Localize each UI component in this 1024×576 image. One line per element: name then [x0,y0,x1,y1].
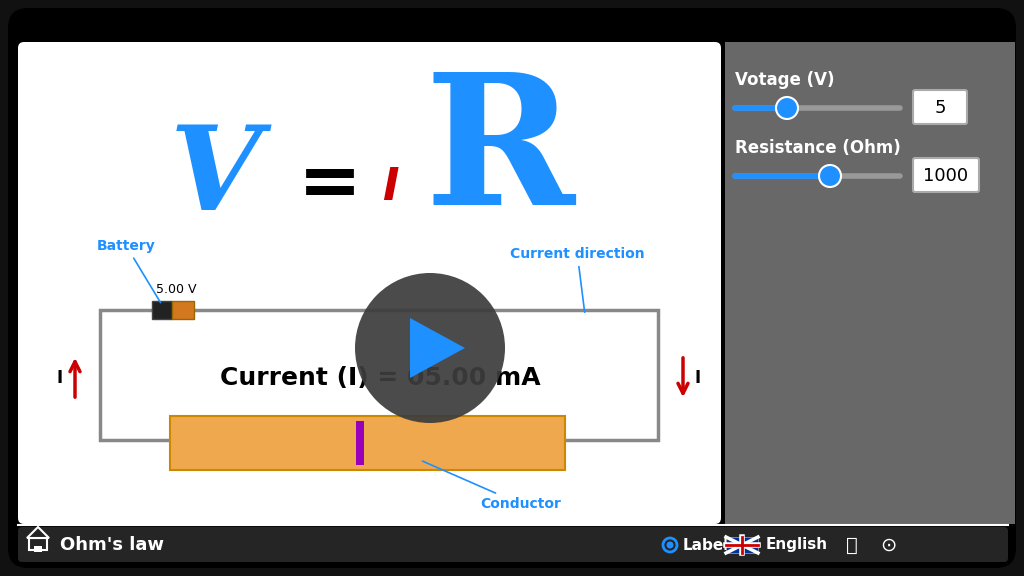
FancyBboxPatch shape [913,90,967,124]
Bar [152,301,172,319]
Polygon shape [410,318,465,378]
Bar [725,42,1015,524]
Bar [34,546,42,552]
Text: R: R [425,67,575,243]
Text: Current direction: Current direction [510,247,645,312]
FancyBboxPatch shape [18,42,721,524]
FancyBboxPatch shape [913,158,979,192]
Circle shape [819,165,841,187]
Text: 1000: 1000 [924,167,969,185]
Bar [726,537,758,553]
Text: Battery: Battery [97,239,161,302]
Text: ⛶: ⛶ [846,536,858,555]
Bar [170,416,565,470]
Text: V: V [169,120,261,236]
Circle shape [355,273,505,423]
Bar [29,538,47,550]
Text: 5.00 V: 5.00 V [156,283,197,296]
Text: Current (I) = 05.00 mA: Current (I) = 05.00 mA [220,366,541,390]
Bar [172,301,194,319]
Circle shape [776,97,798,119]
Text: Label: Label [683,537,729,552]
Text: Ohm's law: Ohm's law [60,536,164,554]
Circle shape [667,541,674,548]
Text: =: = [298,148,362,222]
FancyBboxPatch shape [18,527,1008,562]
Text: I: I [382,166,398,210]
Text: I: I [57,369,63,387]
Text: Votage (V): Votage (V) [735,71,835,89]
Text: ⊙: ⊙ [880,536,896,555]
Text: Conductor: Conductor [423,461,561,511]
Bar [100,310,658,440]
Text: I: I [695,369,701,387]
Bar [356,421,364,465]
Text: English: English [766,537,828,552]
FancyBboxPatch shape [8,8,1016,568]
Text: 5: 5 [934,99,946,117]
Text: Resistance (Ohm): Resistance (Ohm) [735,139,901,157]
Polygon shape [27,527,49,538]
